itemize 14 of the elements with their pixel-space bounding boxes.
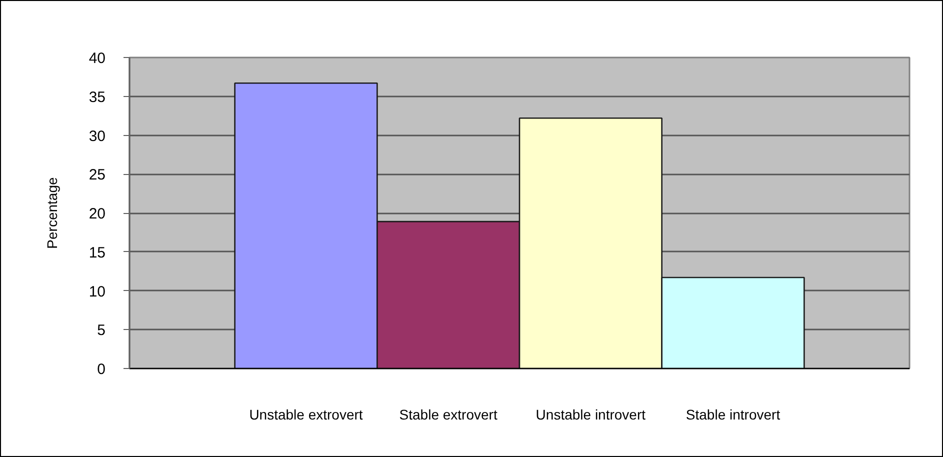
y-tick-label: 35 (88, 88, 106, 106)
y-tick-label: 15 (88, 244, 106, 262)
y-tick-label: 30 (88, 128, 106, 145)
x-tick-label: Unstable extrovert (249, 406, 363, 422)
y-tick-label: 5 (97, 322, 106, 340)
y-tick-label: 0 (97, 361, 106, 378)
y-tick-label: 20 (88, 206, 106, 222)
y-tick-label: 10 (88, 283, 106, 300)
x-tick-label: Stable introvert (686, 406, 780, 422)
y-tick-label: 40 (88, 50, 106, 67)
x-tick-label: Stable extrovert (399, 406, 498, 422)
x-tick-label: Unstable introvert (536, 406, 646, 422)
y-tick-label: 25 (88, 166, 106, 184)
y-axis-title: Percentage (44, 176, 60, 249)
